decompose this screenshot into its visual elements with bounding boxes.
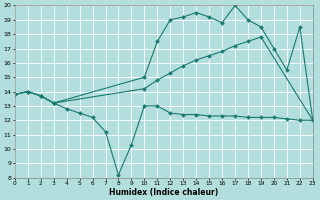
X-axis label: Humidex (Indice chaleur): Humidex (Indice chaleur) — [109, 188, 219, 197]
